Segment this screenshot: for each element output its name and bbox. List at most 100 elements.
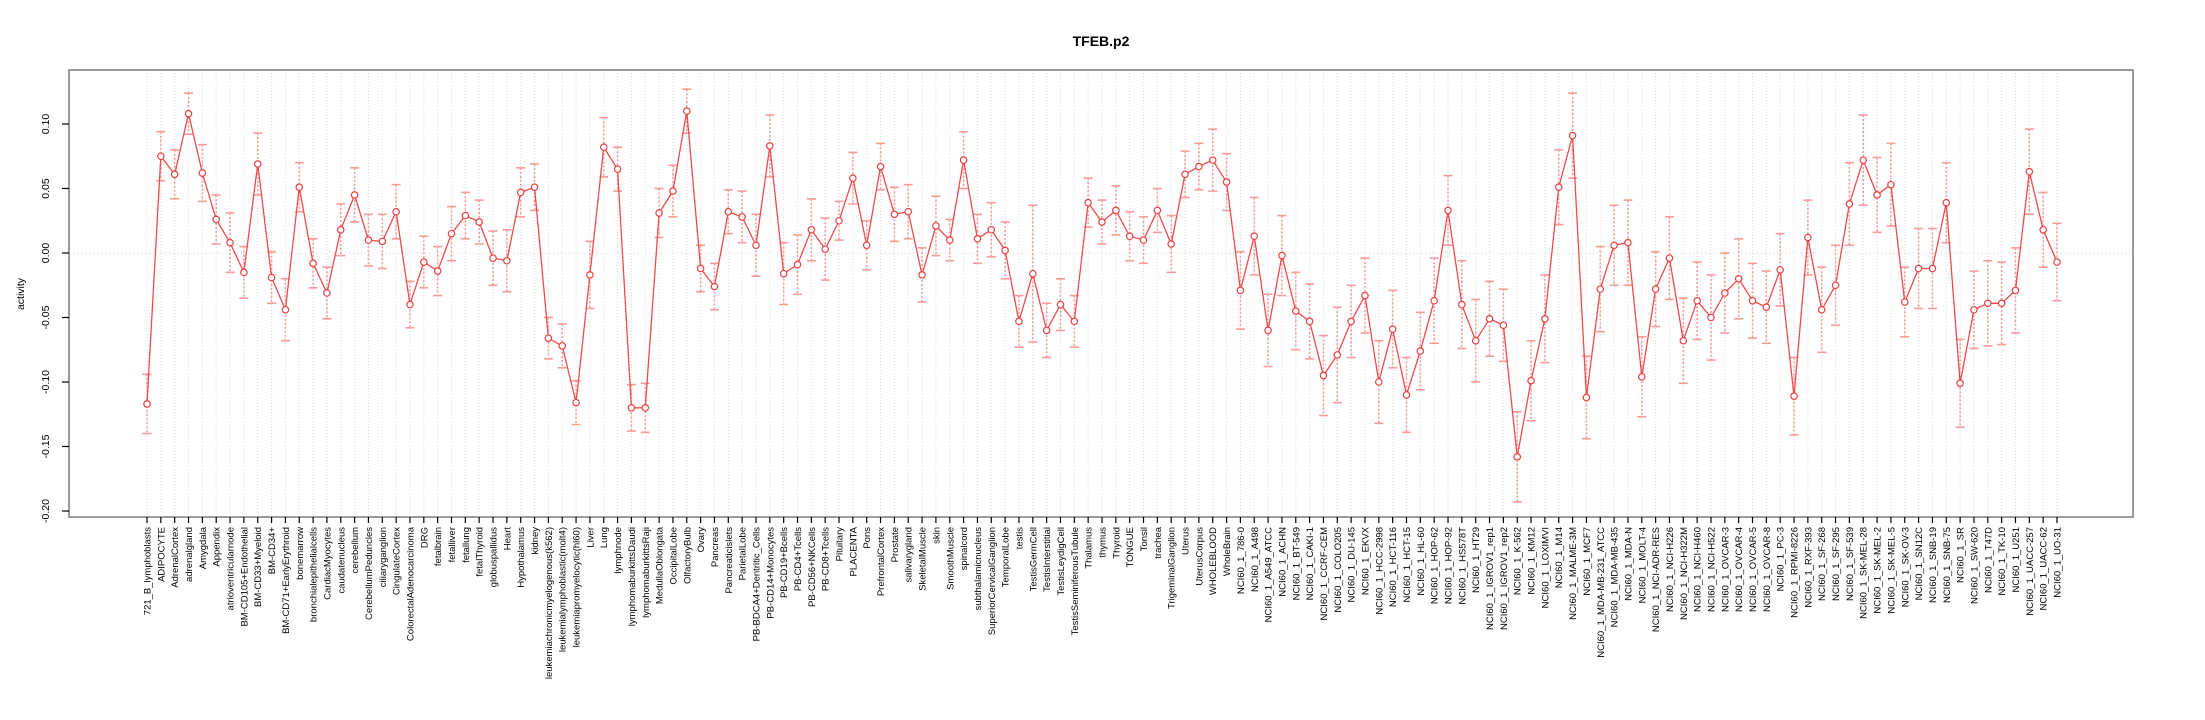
data-point [1015, 317, 1023, 326]
data-point [1513, 453, 1522, 461]
x-tick-label: NCI60_1_HL-60 [1416, 527, 1427, 596]
x-tick-label: fetalThyroid [475, 527, 486, 577]
x-tick-label: NCI60_1_K-562 [1513, 527, 1524, 595]
x-tick-label: Pancreas [710, 527, 721, 567]
x-tick-label: Appendix [212, 527, 223, 567]
x-tick-label: NCI60_1_BT-549 [1291, 527, 1302, 600]
data-point [987, 225, 996, 234]
x-tick-label: TemporalLobe [1001, 527, 1012, 587]
x-tick-label: Prostate [890, 527, 901, 562]
data-point [876, 162, 885, 171]
x-tick-label: NCI60_1_U251 [2011, 527, 2022, 593]
data-point [724, 207, 733, 216]
data-point [1637, 373, 1646, 381]
data-point [1900, 298, 1909, 306]
data-point [1084, 198, 1092, 207]
data-point [1624, 238, 1632, 247]
data-point [1859, 156, 1868, 164]
x-tick-label: PB-CD4+Tcells [793, 527, 804, 591]
x-tick-label: DRG [419, 527, 430, 548]
data-point [1928, 264, 1937, 273]
data-point [641, 403, 650, 412]
x-tick-label: UterusCorpus [1194, 527, 1205, 586]
data-point [184, 109, 193, 118]
data-point [1375, 378, 1383, 386]
x-tick-label: TrigeminalGanglion [1167, 527, 1178, 609]
data-point [586, 271, 594, 279]
x-tick-label: SmoothMuscle [945, 527, 956, 590]
data-point [1319, 371, 1328, 380]
data-point [475, 218, 483, 226]
data-point [544, 334, 553, 342]
x-tick-label: NCI60_1_EKVX [1360, 526, 1371, 595]
data-point [1956, 379, 1964, 388]
data-point [1195, 162, 1203, 171]
data-point [890, 210, 899, 219]
x-tick-label: caudatenucleus [336, 527, 347, 594]
x-tick-label: NCI60_1_MOLT-4 [1637, 527, 1648, 603]
data-point [378, 237, 387, 246]
x-tick-label: NCI60_1_IGROV1_rep2 [1499, 527, 1510, 630]
x-tick-label: NCI60_1_RXF-393 [1803, 527, 1814, 608]
x-tick-label: NCI60_1_SK-MEL-28 [1859, 527, 1870, 619]
data-point [1970, 305, 1978, 314]
data-point [1402, 391, 1411, 399]
data-point [281, 305, 290, 314]
x-tick-label: NCI60_1_SF-268 [1817, 527, 1828, 601]
x-tick-label: NCI60_1_OVCAR-4 [1734, 527, 1745, 612]
data-point [1707, 313, 1715, 322]
data-point [1734, 274, 1743, 283]
data-point [1042, 326, 1051, 335]
data-point [752, 241, 760, 250]
x-tick-label: TestisSeminiferousTubule [1070, 527, 1081, 635]
x-tick-label: NCI60_1_UACC-62 [2039, 527, 2050, 610]
data-point [489, 254, 497, 262]
data-point [1471, 336, 1480, 345]
data-point [849, 174, 857, 182]
x-tick-label: NCI60_1_OVCAR-5 [1748, 527, 1759, 612]
x-tick-label: SuperiorCervicalGanglion [987, 527, 998, 635]
data-point [2011, 286, 2020, 295]
x-tick-label: NCI60_1_CCRF-CEM [1319, 527, 1330, 621]
x-tick-label: lymphomaburkittsDaudi [627, 527, 638, 626]
x-tick-label: NCI60_1_SW-620 [1969, 527, 1980, 604]
x-tick-label: NCI60_1_NCI-ADR-RES [1651, 527, 1662, 632]
data-point [1001, 246, 1009, 255]
y-tick-label: -0.15 [40, 434, 52, 458]
x-tick-label: leukemiapromyelocytic(hl60) [572, 527, 583, 647]
x-tick-label: NCI60_1_SK-MEL-2 [1873, 527, 1884, 614]
x-tick-label: Heart [502, 527, 513, 551]
x-tick-label: PB-BDCA4+Dentritic_Cells [751, 527, 762, 642]
data-point [1222, 178, 1231, 186]
x-tick-label: OccipitalLobe [668, 527, 679, 585]
data-point [1112, 206, 1120, 215]
x-tick-label: NCI60_1_NCI-H226 [1665, 527, 1676, 612]
data-point [1139, 236, 1148, 244]
x-tick-label: leukemiachronicmyelogenous(k562) [544, 527, 555, 679]
data-point [779, 269, 788, 278]
data-point [1250, 232, 1259, 241]
data-point [1444, 206, 1452, 215]
data-point [669, 187, 677, 195]
x-tick-label: NCI60_1_HCC-2998 [1374, 527, 1385, 615]
x-tick-label: NCI60_1_SF-295 [1831, 527, 1842, 601]
data-point [1264, 326, 1272, 335]
x-tick-label: globuspallidus [489, 527, 500, 587]
data-point [918, 271, 926, 279]
y-tick-label: -0.20 [40, 499, 52, 523]
x-tick-label: NCI60_1_MDA-MB-231_ATCC [1596, 527, 1607, 658]
x-tick-label: NCI60_1_SR [1956, 527, 1967, 583]
data-point [1582, 393, 1591, 402]
x-tick-label: PB-CD8+Tcells [821, 527, 832, 591]
data-point [835, 216, 843, 225]
data-point [1333, 351, 1342, 359]
x-tick-label: Pituitary [835, 527, 846, 562]
x-tick-label: NCI60_1_NCI-H522 [1706, 527, 1717, 612]
data-point [862, 241, 871, 250]
x-tick-label: BM-CD33+Myeloid [253, 527, 264, 607]
data-point [323, 289, 331, 297]
data-point [821, 245, 829, 253]
x-tick-label: bonemarrow [295, 527, 306, 580]
x-tick-label: PB-CD14+Monocytes [765, 527, 776, 619]
x-tick-label: NCI60_1_SNB-19 [1928, 527, 1939, 603]
